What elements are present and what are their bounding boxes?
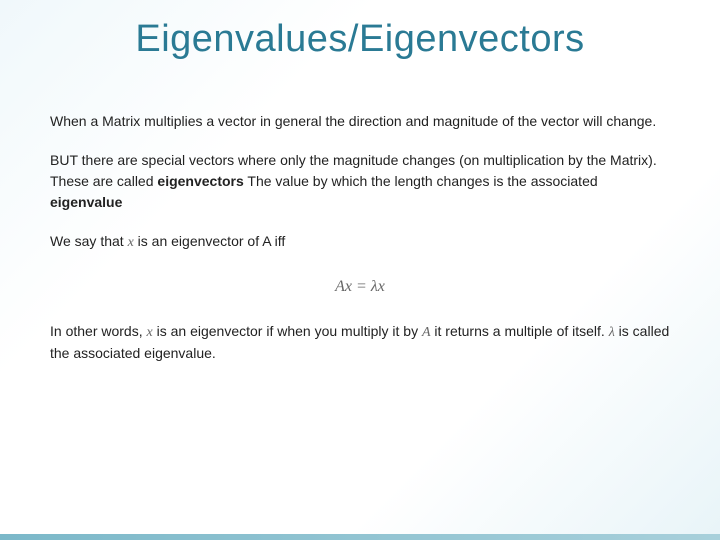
paragraph-4: In other words, x is an eigenvector if w… [50,321,670,364]
equation-display: Ax = λx [50,275,670,299]
para4-var-A: A [422,325,431,340]
para4-text-a: In other words, [50,323,147,339]
paragraph-2: BUT there are special vectors where only… [50,150,670,213]
slide-container: Eigenvalues/Eigenvectors When a Matrix m… [0,0,720,540]
para3-text-a: We say that [50,233,128,249]
para2-bold-eigenvectors: eigenvectors [157,173,243,189]
slide-title: Eigenvalues/Eigenvectors [50,18,670,61]
para4-text-c: it returns a multiple of itself. [431,323,609,339]
para3-text-b: is an eigenvector of A iff [134,233,286,249]
decorative-bottom-bar [0,534,720,540]
paragraph-3: We say that x is an eigenvector of A iff [50,231,670,253]
para2-bold-eigenvalue: eigenvalue [50,194,122,210]
para2-text-b: The value by which the length changes is… [244,173,598,189]
slide-body: When a Matrix multiplies a vector in gen… [50,111,670,382]
paragraph-1: When a Matrix multiplies a vector in gen… [50,111,670,132]
para4-text-b: is an eigenvector if when you multiply i… [153,323,422,339]
